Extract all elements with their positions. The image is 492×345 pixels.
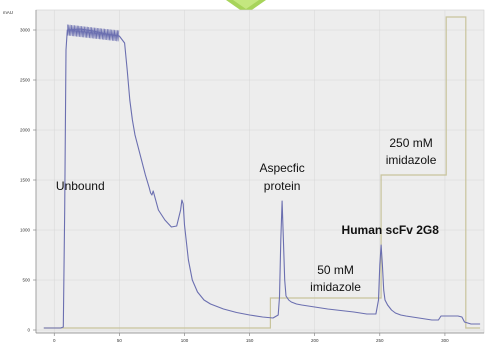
top-marker-icon bbox=[226, 0, 266, 14]
y-tick-label: 1000 bbox=[20, 228, 31, 233]
series-lines bbox=[43, 16, 481, 329]
y-tick-label: 2000 bbox=[20, 128, 31, 133]
annotation-label: 50 mM bbox=[317, 263, 354, 277]
x-tick-label: 200 bbox=[311, 338, 319, 343]
annotation-label: imidazole bbox=[386, 153, 437, 167]
tick-labels: 0 500 1000 1500 2000 2500 3000 0 50 100 150 200 250 3… bbox=[20, 28, 449, 344]
x-tick-label: 250 bbox=[376, 338, 384, 343]
y-axis-label: mAU bbox=[3, 10, 13, 15]
plateau-noise bbox=[66, 24, 120, 42]
x-tick-label: 0 bbox=[53, 338, 56, 343]
annotation-label: Human scFv 2G8 bbox=[342, 223, 440, 237]
annotation-label: imidazole bbox=[310, 280, 361, 294]
annotation-label: Unbound bbox=[56, 179, 105, 193]
x-tick-label: 50 bbox=[117, 338, 123, 343]
axes bbox=[33, 10, 484, 336]
x-tick-label: 300 bbox=[441, 338, 449, 343]
y-tick-label: 1500 bbox=[20, 178, 31, 183]
annotations: Unbound Aspecfic protein 50 mM imidazole 250 … bbox=[56, 136, 439, 294]
series-line-imidazole-step bbox=[43, 16, 481, 329]
annotation-label: 250 mM bbox=[389, 136, 432, 150]
y-tick-label: 500 bbox=[22, 278, 30, 283]
annotation-label: protein bbox=[264, 179, 301, 193]
grid-lines bbox=[36, 10, 484, 333]
series-line-absorbance bbox=[43, 28, 481, 329]
annotation-label: Aspecfic bbox=[259, 161, 304, 175]
y-tick-label: 2500 bbox=[20, 78, 31, 83]
y-tick-label: 0 bbox=[27, 328, 30, 333]
x-tick-label: 100 bbox=[181, 338, 189, 343]
y-tick-label: 3000 bbox=[20, 28, 31, 33]
x-tick-label: 150 bbox=[246, 338, 254, 343]
